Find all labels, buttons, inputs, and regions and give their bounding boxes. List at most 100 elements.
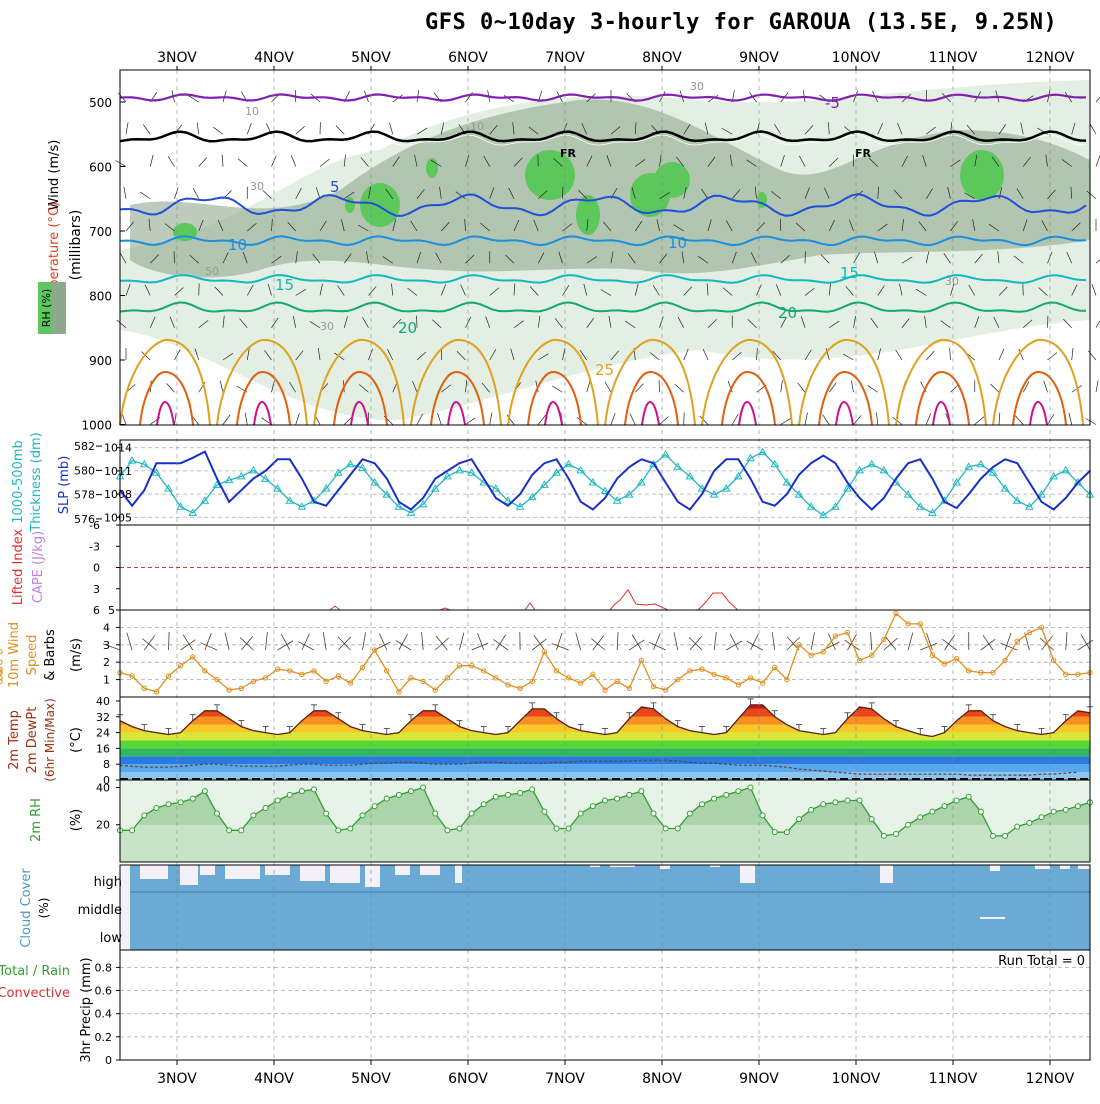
rh2m-point [530,787,535,792]
rh2m-point [566,826,571,831]
rh2m-point [360,813,365,818]
temp-unit: (°C) [69,727,84,753]
cloud-gap [225,865,260,879]
wind-barb [193,188,199,199]
rh2m-point [1051,809,1056,814]
wind-barb [1044,381,1048,392]
slp-point [386,478,388,480]
rh2m-point [627,792,632,797]
cloud-label: Cloud Cover [19,868,34,948]
rh2m-point [772,830,777,835]
temp-contour-30 [722,372,775,425]
wind-label-2: Speed [25,635,40,676]
wind-barb [1069,413,1072,425]
rh2m-point [1003,833,1008,838]
rh-contour-label: 30 [250,180,264,193]
precip-tick-label: 0.2 [95,1031,113,1044]
cape-label-li: Lifted Index [11,528,26,605]
wind-barb [389,123,392,135]
cape-tick-label: 5 [108,604,115,617]
temp-contour-30 [140,372,193,425]
temp-label-3: (6hr Min/Max) [43,698,57,782]
temp-contour-30 [819,372,872,425]
wind-barb [577,417,587,424]
wind-10m-barb [201,643,217,650]
rh2m-point [724,792,729,797]
rh-legend-label: RH (%) [40,289,53,327]
slp-point [519,493,521,495]
temp-label-1: 2m Temp [7,710,22,770]
slp-point [337,489,339,491]
wind-unit: (m/s) [69,638,84,672]
rh2m-point [833,800,838,805]
temp-label-2: 2m DewPt [25,707,40,774]
rh2m-point [457,826,462,831]
wind-barb [854,415,862,424]
cloud-gap [395,865,410,875]
slp-point [1016,462,1018,464]
cloud-level-middle: middle [78,903,122,918]
cloud-gap [365,865,380,887]
temp-contour-35 [933,402,950,425]
wind-10m-barb [552,644,569,650]
wind-barb [150,155,153,167]
wind-barb [223,415,230,425]
contour-label-fr: FR [560,147,577,160]
wind-barb [116,161,126,167]
slp-point [604,497,606,499]
date-label-bottom: 5NOV [351,1071,391,1087]
rh2m-point [869,817,874,822]
slp-point [1029,482,1031,484]
cloud-gap [140,865,168,879]
wind-10m-barb [1066,632,1067,650]
slp-point [1065,497,1067,499]
temp-contour-30 [1013,372,1066,425]
run-total-label: Run Total = 0 [998,954,1085,969]
wind-10m-barb [1040,638,1054,650]
wind-barb [438,413,442,424]
temp-band-group [120,693,1090,780]
wind-10m-barb [714,632,716,650]
rh2m-point [978,809,983,814]
wind-10m-barb [281,634,289,650]
wind-barb [466,418,476,425]
precip-tick-label: 0.4 [95,1008,113,1021]
wind-barb [999,413,1000,425]
wind-barb [140,192,150,199]
rh2m-point [615,796,620,801]
temp-color-band [120,756,1090,764]
wind-barb [199,158,207,167]
wind-10m-barb [1081,634,1090,650]
temp-tick-label: 8 [103,758,110,771]
cloud-gap [330,865,360,883]
wind-barb [1072,348,1073,360]
slp-label-thickness-2: Thickness (dm) [29,432,44,532]
date-label-top: 11NOV [929,50,978,66]
rh2m-point [906,822,911,827]
wind-barb [238,159,247,167]
slp-point [374,462,376,464]
wind-barb [926,351,934,360]
wind-barb [926,413,930,424]
precip-tick-label: 0.6 [95,985,113,998]
slp-point [847,482,849,484]
rh2m-point [590,804,595,809]
rh-green-blob [654,162,690,198]
rh2m-point [894,832,899,837]
wind-10m-barb [654,633,661,650]
rh-contour-label: 10 [245,105,259,118]
slp-point [689,509,691,511]
wind-10m-barb [649,642,665,650]
slp-point [835,462,837,464]
wind-10m-barb [225,632,229,650]
slp-point [228,501,230,503]
rh2m-point [130,828,135,833]
wind-tick-label: 2 [103,656,110,669]
cloud-gap-middle [980,917,1005,919]
slp-point [471,459,473,461]
slp-point [192,457,194,459]
wind-barb [143,125,150,135]
rh2m-point [578,811,583,816]
wind-barb [587,381,590,393]
